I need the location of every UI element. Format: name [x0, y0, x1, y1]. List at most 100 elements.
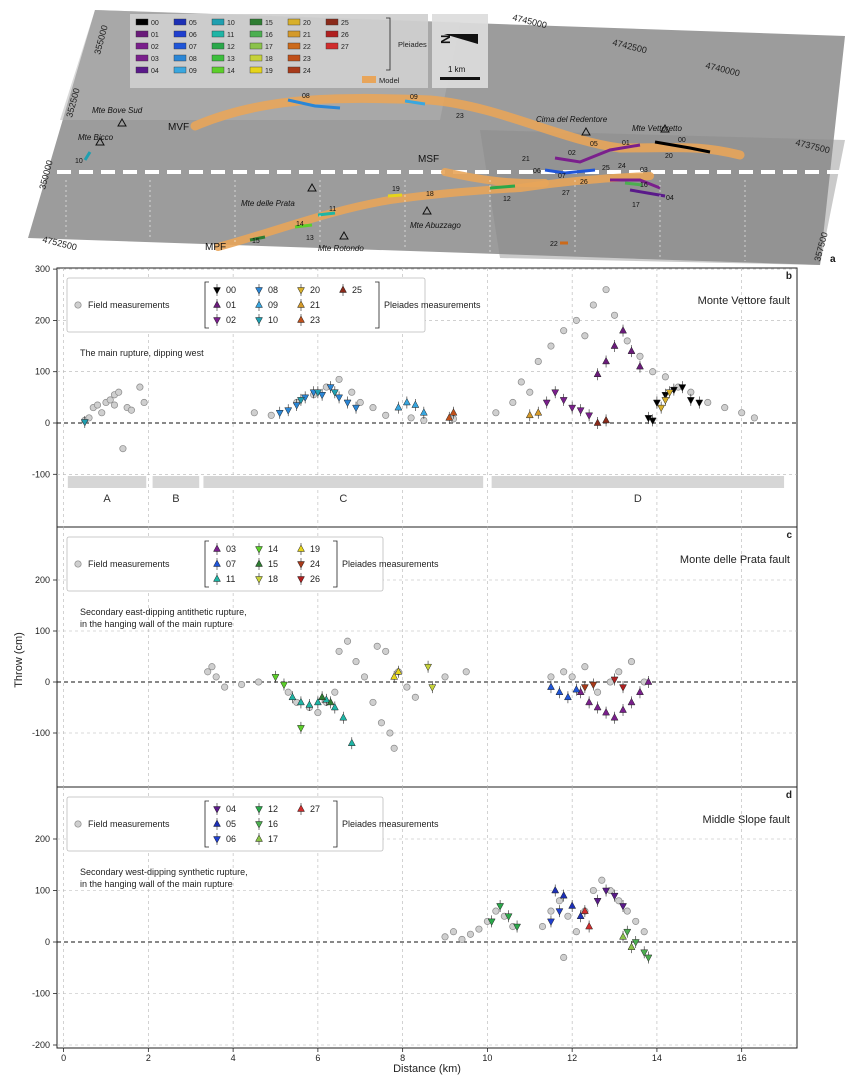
field-point	[704, 398, 712, 407]
map-legend-box	[130, 14, 428, 88]
legend-marker-00	[213, 287, 221, 295]
legend-label-10: 10	[268, 315, 278, 325]
pleiades-point-09	[419, 408, 428, 416]
panel-letter: c	[786, 530, 792, 541]
place-delle-prata: Mte delle Prata	[241, 199, 295, 208]
legend-marker-21	[297, 300, 305, 308]
map-legend-label-15: 15	[265, 20, 273, 27]
pleiades-point-20	[661, 397, 670, 405]
pleiades-point-09	[411, 400, 420, 408]
panel-title: Middle Slope fault	[703, 814, 790, 826]
fault-label-msf: MSF	[418, 154, 439, 165]
rupture-trace-00	[654, 140, 711, 154]
legend-label-06: 06	[226, 834, 236, 844]
field-point	[560, 327, 568, 335]
seg-label-01: 01	[622, 140, 630, 147]
pleiades-point-25	[602, 415, 610, 424]
legend-marker-02	[213, 317, 221, 325]
pleiades-point-12	[487, 918, 496, 926]
pleiades-point-00	[686, 397, 695, 405]
fault-label-mpf: MPF	[205, 242, 226, 253]
pleiades-point-08	[343, 399, 352, 408]
seg-label-08: 08	[302, 93, 310, 100]
seg-label-06: 06	[533, 168, 541, 175]
rupture-trace-16	[624, 181, 643, 187]
svg-text:N: N	[438, 35, 453, 44]
legend-marker-05	[213, 819, 221, 827]
scalebar-label: 1 km	[448, 65, 466, 74]
pleiades-point-05	[568, 901, 577, 909]
legend-marker-11	[213, 574, 221, 582]
zone-bar-B	[152, 476, 200, 488]
pleiades-point-10	[330, 389, 339, 397]
seg-label-25: 25	[602, 165, 610, 172]
panel-annotation: Secondary west-dipping synthetic rupture…	[80, 867, 248, 877]
field-point	[738, 409, 746, 417]
seg-label-27: 27	[562, 190, 570, 197]
panel-d: 200 100 0 -100 -200 Field measurements 04 05 06 1…	[32, 787, 797, 1050]
pleiades-point-11	[347, 738, 356, 746]
map-legend-bracket	[386, 17, 391, 71]
y-tick-label: 200	[35, 834, 50, 844]
legend-marker-04	[213, 806, 221, 814]
field-point	[106, 396, 114, 404]
pleiades-point-21	[525, 410, 534, 419]
field-point	[589, 886, 597, 895]
rupture-trace-02	[554, 143, 641, 164]
field-point	[636, 352, 644, 360]
x-tick-label: 6	[315, 1053, 320, 1063]
y-tick-label: 100	[35, 626, 50, 636]
field-point	[466, 930, 474, 938]
y-tick-label: 0	[45, 677, 50, 687]
seg-label-24: 24	[618, 163, 626, 170]
map-legend-swatch-22	[287, 42, 301, 50]
pleiades-point-11	[313, 697, 322, 706]
map-legend-swatch-09	[173, 66, 187, 74]
pleiades-point-16	[631, 939, 640, 947]
field-point	[623, 907, 631, 915]
place-abuzzago: Mte Abuzzago	[410, 221, 461, 230]
legend-field-marker	[74, 560, 82, 568]
legend-label-05: 05	[226, 819, 236, 829]
field-point	[335, 647, 343, 655]
pleiades-point-02	[576, 407, 585, 415]
map-legend-swatch-13	[211, 54, 225, 62]
pleiades-point-03	[644, 677, 653, 685]
seg-label-11: 11	[329, 206, 336, 213]
field-point	[640, 928, 648, 936]
field-point	[458, 935, 466, 943]
map-legend-swatch-23	[287, 54, 301, 62]
map-legend-label-24: 24	[303, 68, 311, 75]
scalebar	[440, 77, 480, 80]
y-tick-label: 300	[35, 264, 50, 274]
map-legend-label-01: 01	[151, 32, 159, 39]
map-legend-swatch-21	[287, 30, 301, 38]
legend-label-25: 25	[352, 285, 362, 295]
x-tick-label: 16	[737, 1053, 747, 1063]
seg-label-15: 15	[252, 238, 260, 245]
pleiades-point-17	[619, 932, 627, 940]
pleiades-point-19	[394, 667, 403, 675]
pleiades-point-11	[330, 702, 339, 711]
field-point	[526, 388, 534, 396]
pleiades-point-00	[678, 384, 687, 392]
model-label: Model	[379, 76, 400, 85]
field-point	[373, 642, 381, 650]
y-tick-label: -200	[32, 1040, 50, 1050]
map-terrain-shade-2	[480, 130, 845, 265]
legend-label-01: 01	[226, 300, 236, 310]
legend-label-02: 02	[226, 315, 236, 325]
field-point	[615, 668, 623, 676]
y-tick-label: -100	[32, 469, 50, 479]
pleiades-point-18	[428, 684, 437, 692]
field-point	[382, 411, 390, 419]
pleiades-point-08	[352, 404, 360, 413]
field-point	[623, 337, 631, 345]
pleiades-point-10	[297, 397, 305, 405]
x-tick-label: 0	[61, 1053, 66, 1063]
map-legend-label-25: 25	[341, 20, 349, 27]
field-point	[267, 411, 275, 419]
x-tick-label: 2	[146, 1053, 151, 1063]
legend-marker-06	[213, 836, 221, 844]
